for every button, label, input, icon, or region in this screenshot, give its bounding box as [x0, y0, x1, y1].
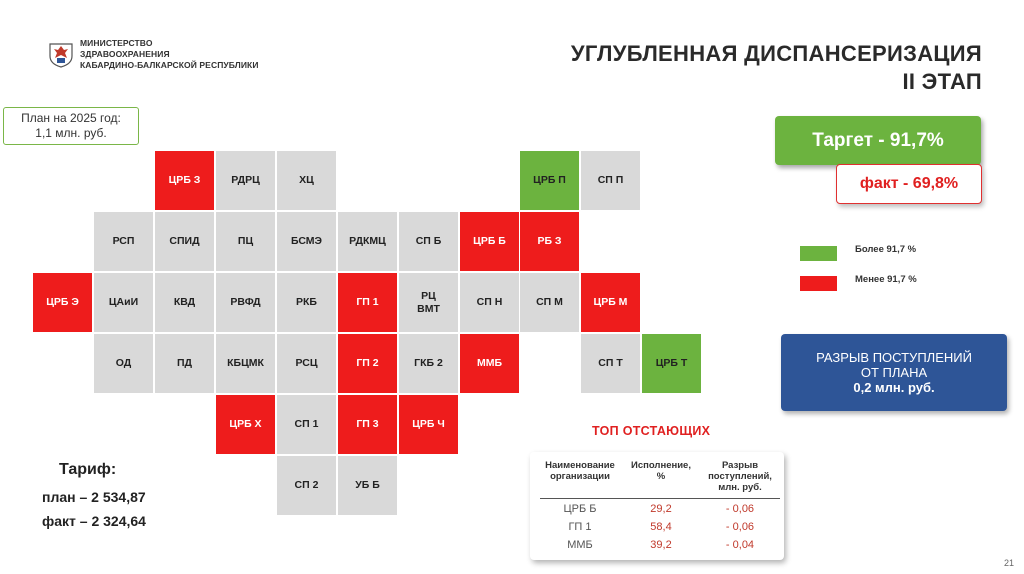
revenue-gap-box: РАЗРЫВ ПОСТУПЛЕНИЙ ОТ ПЛАНА 0,2 млн. руб… [781, 334, 1007, 411]
title-line: II ЭТАП [902, 69, 982, 94]
table-header: Наименование организации [545, 460, 615, 482]
grid-cell: БСМЭ [277, 212, 336, 271]
ministry-line: МИНИСТЕРСТВО [80, 38, 153, 48]
ministry-name: МИНИСТЕРСТВО ЗДРАВООХРАНЕНИЯ КАБАРДИНО-Б… [80, 38, 259, 71]
legend-swatch-green [800, 246, 837, 261]
gap-value: 0,2 млн. руб. [853, 380, 935, 395]
grid-cell: КБЦМК [216, 334, 275, 393]
grid-cell: РВФД [216, 273, 275, 332]
grid-cell: СП 1 [277, 395, 336, 454]
table-divider [540, 498, 780, 499]
grid-cell: СПИД [155, 212, 214, 271]
title-line: УГЛУБЛЕННАЯ ДИСПАНСЕРИЗАЦИЯ [570, 41, 982, 66]
grid-cell: ЦРБ Б [460, 212, 519, 271]
legend-swatch-red [800, 276, 837, 291]
grid-cell: ЦРБ Х [216, 395, 275, 454]
ministry-line: КАБАРДИНО-БАЛКАРСКОЙ РЕСПУБЛИКИ [80, 60, 259, 70]
table-cell-exec: 58,4 [650, 521, 672, 533]
grid-cell: ОД [94, 334, 153, 393]
grid-cell: ЦРБ М [581, 273, 640, 332]
page-number: 21 [1003, 558, 1014, 568]
table-cell-gap: - 0,06 [725, 503, 755, 515]
ministry-line: ЗДРАВООХРАНЕНИЯ [80, 49, 170, 59]
grid-cell: СП 2 [277, 456, 336, 515]
grid-cell: РКБ [277, 273, 336, 332]
tariff-fact: факт – 2 324,64 [42, 513, 146, 529]
grid-cell: ЦРБ Ч [399, 395, 458, 454]
grid-cell: РДРЦ [216, 151, 275, 210]
grid-cell: ЦРБ З [155, 151, 214, 210]
table-cell-exec: 29,2 [650, 503, 672, 515]
lagging-table: Наименование организации Исполнение, % Р… [530, 452, 784, 560]
grid-cell: ЦРБ Э [33, 273, 92, 332]
table-cell-gap: - 0,06 [725, 521, 755, 533]
plan-box: План на 2025 год: 1,1 млн. руб. [3, 107, 139, 145]
grid-cell: ГП 2 [338, 334, 397, 393]
table-header: Исполнение, % [631, 460, 691, 482]
target-box: Таргет - 91,7% [775, 116, 981, 165]
fact-box: факт - 69,8% [836, 164, 982, 204]
grid-cell: ГП 1 [338, 273, 397, 332]
coat-of-arms-icon [46, 38, 76, 68]
top-lagging-title: ТОП ОТСТАЮЩИХ [592, 424, 711, 438]
grid-cell: ММБ [460, 334, 519, 393]
table-cell-exec: 39,2 [650, 539, 672, 551]
grid-cell: РЦ ВМТ [399, 273, 458, 332]
grid-cell: РСЦ [277, 334, 336, 393]
table-cell-org: ММБ [567, 539, 593, 551]
plan-box-line: План на 2025 год: [21, 111, 121, 125]
grid-cell: РБ З [520, 212, 579, 271]
plan-box-line: 1,1 млн. руб. [35, 126, 107, 140]
grid-cell: ЦРБ П [520, 151, 579, 210]
grid-cell: СП Б [399, 212, 458, 271]
grid-cell: СП П [581, 151, 640, 210]
grid-cell: ЦРБ Т [642, 334, 701, 393]
page-title: УГЛУБЛЕННАЯ ДИСПАНСЕРИЗАЦИЯ II ЭТАП [571, 40, 982, 96]
grid-cell: ПЦ [216, 212, 275, 271]
grid-cell: КВД [155, 273, 214, 332]
grid-cell: ЦАиИ [94, 273, 153, 332]
grid-cell: РСП [94, 212, 153, 271]
gap-line: ОТ ПЛАНА [860, 365, 928, 380]
table-cell-gap: - 0,04 [725, 539, 755, 551]
tariff-title: Тариф: [59, 461, 117, 478]
legend-label: Менее 91,7 % [855, 274, 917, 285]
grid-cell: ПД [155, 334, 214, 393]
grid-cell: РДКМЦ [338, 212, 397, 271]
table-header: Разрыв поступлений, млн. руб. [708, 460, 772, 493]
grid-cell: СП Н [460, 273, 519, 332]
tariff-plan: план – 2 534,87 [42, 489, 146, 505]
grid-cell: УБ Б [338, 456, 397, 515]
table-cell-org: ГП 1 [568, 521, 592, 533]
grid-cell: ГП 3 [338, 395, 397, 454]
grid-cell: СП М [520, 273, 579, 332]
legend-label: Более 91,7 % [855, 244, 917, 255]
table-cell-org: ЦРБ Б [563, 503, 597, 515]
gap-line: РАЗРЫВ ПОСТУПЛЕНИЙ [816, 350, 972, 365]
grid-cell: ХЦ [277, 151, 336, 210]
grid-cell: СП Т [581, 334, 640, 393]
grid-cell: ГКБ 2 [399, 334, 458, 393]
